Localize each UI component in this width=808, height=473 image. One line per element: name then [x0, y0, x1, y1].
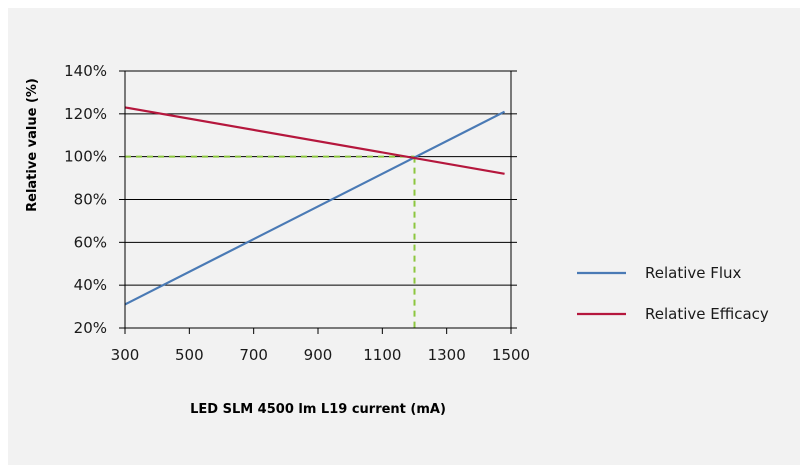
series-lines [124, 106, 506, 306]
y-tick-label: 80% [74, 191, 107, 209]
legend-label: Relative Flux [645, 264, 742, 282]
y-tick-label: 60% [74, 233, 107, 251]
x-tick-label: 1100 [363, 346, 401, 364]
legend: Relative Flux Relative Efficacy [577, 264, 769, 323]
x-tick-label: 700 [239, 346, 268, 364]
tick-labels: 20% 40% 60% 80% 100% 120% 140% 300 500 700 900 1100… [64, 62, 530, 364]
series-line-0 [124, 110, 506, 306]
reference-lines [125, 155, 416, 328]
y-tick-label: 120% [64, 105, 107, 123]
y-axis-title: Relative value (%) [25, 78, 40, 212]
x-tick-label: 300 [111, 346, 140, 364]
x-tick-label: 500 [175, 346, 204, 364]
x-tick-label: 900 [304, 346, 333, 364]
x-tick-label: 1300 [428, 346, 466, 364]
chart-panel [8, 8, 800, 465]
x-axis-title: LED SLM 4500 lm L19 current (mA) [190, 402, 446, 417]
series-line-1 [124, 106, 505, 175]
y-tick-label: 40% [74, 276, 107, 294]
y-tick-label: 100% [64, 148, 107, 166]
y-tick-label: 20% [74, 319, 107, 337]
gridlines [125, 70, 511, 286]
legend-label: Relative Efficacy [645, 305, 769, 323]
axes [119, 70, 517, 334]
y-tick-label: 140% [64, 62, 107, 80]
x-tick-label: 1500 [492, 346, 530, 364]
